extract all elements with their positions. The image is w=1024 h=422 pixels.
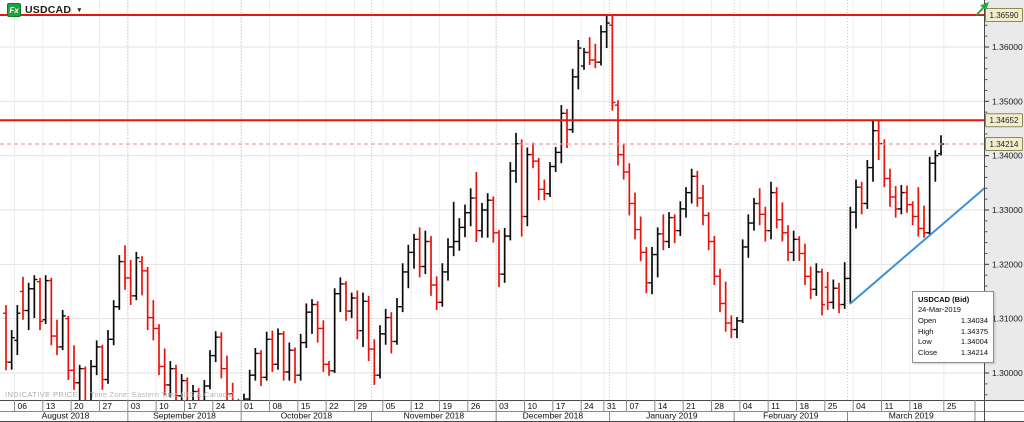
svg-text:27: 27 bbox=[103, 401, 113, 411]
draw-cursor-icon bbox=[976, 2, 989, 16]
svg-text:1.34214: 1.34214 bbox=[990, 140, 1019, 149]
tooltip-high-value: 1.34375 bbox=[960, 326, 988, 336]
price-marker-label: 1.36590 bbox=[985, 7, 1023, 22]
svg-text:31: 31 bbox=[607, 401, 617, 411]
svg-text:10: 10 bbox=[159, 401, 169, 411]
watermark-timezone: Time Zone: Eastern Time (US & Canada) bbox=[89, 390, 235, 399]
tooltip-date: 24-Mar-2019 bbox=[918, 305, 961, 314]
svg-text:19: 19 bbox=[443, 401, 453, 411]
svg-text:06: 06 bbox=[18, 401, 28, 411]
svg-text:1.33000: 1.33000 bbox=[992, 205, 1023, 215]
tooltip-close-value: 1.34214 bbox=[960, 347, 988, 357]
instrument-name: USDCAD bbox=[25, 4, 72, 16]
ohlc-bar[interactable] bbox=[133, 251, 140, 301]
svg-text:1.31000: 1.31000 bbox=[992, 314, 1023, 324]
trendline[interactable] bbox=[849, 180, 993, 305]
svg-text:08: 08 bbox=[273, 401, 283, 411]
tooltip-close-row: Close 1.34214 bbox=[918, 348, 988, 359]
svg-text:January 2019: January 2019 bbox=[646, 411, 698, 421]
tooltip-open-value: 1.34034 bbox=[960, 316, 988, 325]
watermark-indicative: INDICATIVE PRICE bbox=[5, 390, 78, 399]
tooltip-low-label: Low bbox=[918, 337, 932, 346]
tooltip-high-label: High bbox=[918, 326, 934, 336]
svg-text:11: 11 bbox=[771, 401, 780, 411]
chevron-down-icon[interactable]: ▼ bbox=[76, 6, 83, 14]
svg-text:07: 07 bbox=[630, 401, 640, 411]
svg-text:25: 25 bbox=[947, 401, 957, 411]
svg-text:04: 04 bbox=[856, 401, 866, 411]
tooltip-open-row: Open 1.34034 bbox=[918, 316, 988, 327]
svg-text:November 2018: November 2018 bbox=[404, 411, 465, 421]
tooltip-low-value: 1.34004 bbox=[960, 337, 988, 346]
ohlc-bar[interactable] bbox=[818, 268, 826, 316]
svg-text:1.34652: 1.34652 bbox=[990, 116, 1019, 125]
svg-text:1.32000: 1.32000 bbox=[992, 259, 1023, 269]
svg-text:December 2018: December 2018 bbox=[523, 411, 584, 421]
ohlc-bar[interactable] bbox=[932, 150, 939, 182]
tooltip-high-row: High 1.34375 bbox=[918, 327, 988, 338]
ohlc-tooltip: USDCAD (Bid) 24-Mar-2019 Open 1.34034 Hi… bbox=[912, 291, 994, 363]
ohlc-bar[interactable] bbox=[59, 309, 66, 351]
ohlc-bar[interactable] bbox=[14, 305, 21, 356]
svg-text:24: 24 bbox=[584, 401, 594, 411]
tooltip-title: USDCAD (Bid) bbox=[918, 295, 970, 304]
svg-text:25: 25 bbox=[828, 401, 838, 411]
svg-text:04: 04 bbox=[743, 401, 753, 411]
svg-text:05: 05 bbox=[386, 401, 396, 411]
svg-text:August 2018: August 2018 bbox=[42, 411, 90, 421]
instrument-selector[interactable]: Fx USDCAD ▼ bbox=[7, 3, 83, 17]
marked-price-levels bbox=[0, 13, 984, 145]
ohlc-bar[interactable] bbox=[8, 330, 15, 370]
svg-text:13: 13 bbox=[46, 401, 56, 411]
svg-text:11: 11 bbox=[885, 401, 894, 411]
svg-text:03: 03 bbox=[499, 401, 509, 411]
svg-text:18: 18 bbox=[913, 401, 923, 411]
svg-text:1.36000: 1.36000 bbox=[992, 42, 1023, 52]
svg-text:10: 10 bbox=[528, 401, 538, 411]
svg-text:1.35000: 1.35000 bbox=[992, 96, 1023, 106]
ohlc-bar[interactable] bbox=[31, 275, 38, 319]
trendline-group[interactable] bbox=[849, 180, 993, 305]
svg-text:24: 24 bbox=[216, 401, 226, 411]
svg-text:29: 29 bbox=[358, 401, 368, 411]
svg-text:1.36590: 1.36590 bbox=[990, 11, 1019, 20]
tooltip-close-label: Close bbox=[918, 347, 938, 357]
ohlc-bar[interactable] bbox=[575, 39, 582, 90]
svg-text:17: 17 bbox=[556, 401, 566, 411]
ohlc-bar[interactable] bbox=[609, 14, 616, 111]
svg-text:01: 01 bbox=[244, 401, 254, 411]
svg-text:22: 22 bbox=[329, 401, 339, 411]
svg-text:18: 18 bbox=[800, 401, 810, 411]
month-gridlines bbox=[127, 0, 848, 400]
svg-text:1.34000: 1.34000 bbox=[992, 151, 1023, 161]
svg-text:September 2018: September 2018 bbox=[153, 411, 216, 421]
svg-text:17: 17 bbox=[188, 401, 198, 411]
price-marker-label: 1.34652 bbox=[985, 113, 1023, 128]
svg-text:20: 20 bbox=[74, 401, 84, 411]
svg-text:26: 26 bbox=[471, 401, 481, 411]
ohlc-bar[interactable] bbox=[36, 277, 44, 331]
svg-text:October 2018: October 2018 bbox=[281, 411, 333, 421]
svg-text:28: 28 bbox=[715, 401, 725, 411]
svg-text:March 2019: March 2019 bbox=[889, 411, 934, 421]
ohlc-bar[interactable] bbox=[603, 14, 610, 49]
tooltip-open-label: Open bbox=[918, 316, 937, 325]
svg-text:14: 14 bbox=[658, 401, 668, 411]
price-marker-label: 1.34214 bbox=[985, 137, 1023, 152]
watermark: INDICATIVE PRICE Time Zone: Eastern Time … bbox=[5, 390, 234, 399]
tooltip-low-row: Low 1.34004 bbox=[918, 337, 988, 348]
svg-text:03: 03 bbox=[131, 401, 141, 411]
svg-text:1.30000: 1.30000 bbox=[992, 368, 1023, 378]
svg-text:February 2019: February 2019 bbox=[763, 411, 819, 421]
svg-text:21: 21 bbox=[686, 401, 696, 411]
svg-text:12: 12 bbox=[414, 401, 424, 411]
svg-text:15: 15 bbox=[301, 401, 311, 411]
fx-icon: Fx bbox=[7, 3, 21, 17]
